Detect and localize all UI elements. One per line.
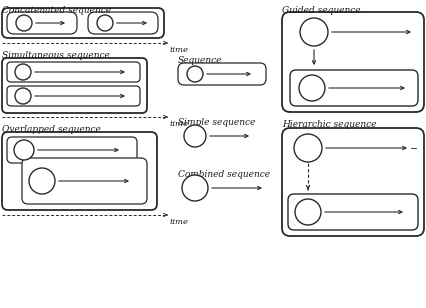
Circle shape — [15, 88, 31, 104]
Circle shape — [97, 15, 113, 31]
FancyBboxPatch shape — [2, 58, 147, 113]
Text: time: time — [170, 46, 189, 54]
FancyBboxPatch shape — [7, 12, 77, 34]
Circle shape — [294, 134, 321, 162]
FancyBboxPatch shape — [88, 12, 158, 34]
Circle shape — [299, 18, 327, 46]
Text: Concatenated sequence: Concatenated sequence — [2, 6, 111, 15]
Text: Simple sequence: Simple sequence — [178, 118, 255, 127]
FancyBboxPatch shape — [7, 86, 140, 106]
FancyBboxPatch shape — [289, 70, 417, 106]
FancyBboxPatch shape — [22, 158, 147, 204]
Circle shape — [181, 175, 207, 201]
FancyBboxPatch shape — [281, 12, 423, 112]
FancyBboxPatch shape — [281, 128, 423, 236]
Text: Overlapped sequence: Overlapped sequence — [2, 125, 101, 134]
Circle shape — [14, 140, 34, 160]
FancyBboxPatch shape — [2, 132, 157, 210]
Text: Hierarchic sequence: Hierarchic sequence — [281, 120, 376, 129]
Circle shape — [294, 199, 320, 225]
Text: time: time — [170, 120, 189, 128]
Circle shape — [16, 15, 32, 31]
Circle shape — [15, 64, 31, 80]
Text: Sequence: Sequence — [178, 56, 222, 65]
FancyBboxPatch shape — [7, 137, 137, 163]
FancyBboxPatch shape — [7, 62, 140, 82]
Circle shape — [184, 125, 205, 147]
Text: Combined sequence: Combined sequence — [178, 170, 270, 179]
Text: Guided sequence: Guided sequence — [281, 6, 360, 15]
Text: time: time — [170, 218, 189, 226]
Circle shape — [29, 168, 55, 194]
FancyBboxPatch shape — [2, 8, 164, 38]
Circle shape — [187, 66, 202, 82]
Text: Simultaneous sequence: Simultaneous sequence — [2, 51, 109, 60]
Circle shape — [298, 75, 324, 101]
FancyBboxPatch shape — [287, 194, 417, 230]
FancyBboxPatch shape — [178, 63, 265, 85]
